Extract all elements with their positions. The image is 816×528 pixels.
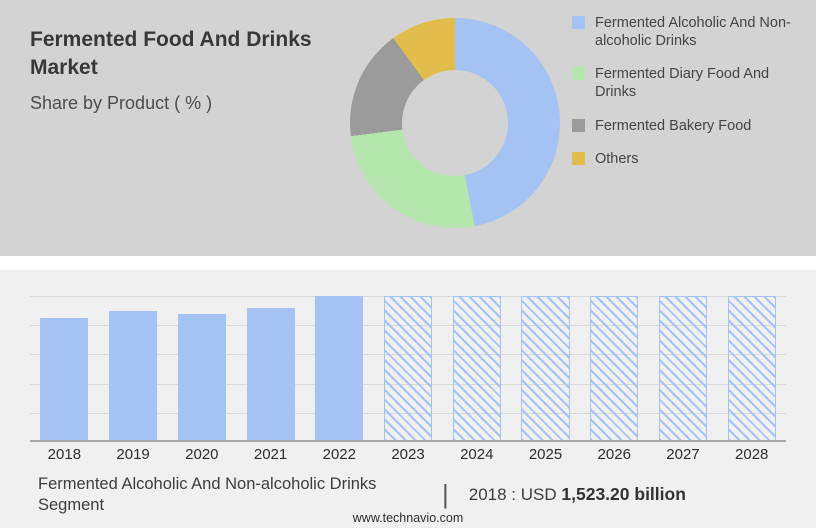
bar (315, 296, 364, 442)
bar-forecast (521, 296, 570, 442)
market-size-panel: 2018 2019 2020 2021 2022 2023 2024 2025 2026 2027… (0, 270, 816, 528)
bar (246, 307, 295, 442)
legend-label: Others (595, 150, 639, 167)
bar-column (580, 296, 649, 442)
website-url: www.technavio.com (352, 511, 464, 525)
legend-label: Fermented Alcoholic And Non-alcoholic Dr… (595, 15, 791, 50)
x-tick-label: 2026 (597, 446, 631, 463)
x-axis-labels: 2018 2019 2020 2021 2022 2023 2024 2025 2026 2027… (30, 446, 786, 463)
x-tick-label: 2027 (666, 446, 700, 463)
x-tick-label: 2023 (391, 446, 425, 463)
caption-separator: | (442, 479, 449, 510)
market-value-amount: 1,523.20 billion (561, 484, 686, 505)
x-tick-label: 2020 (185, 446, 219, 463)
legend-label: Fermented Diary Food And Drinks (595, 66, 770, 101)
legend-swatch (572, 151, 585, 165)
market-value-prefix: 2018 : USD (468, 485, 557, 505)
bar-column (236, 296, 305, 442)
bar-column (99, 296, 168, 442)
bar-forecast (383, 296, 433, 442)
legend-swatch (572, 118, 585, 132)
legend-item: Fermented Bakery Food (572, 117, 808, 135)
bar-column (305, 296, 374, 442)
bar-column (717, 296, 786, 442)
bar-column (649, 296, 718, 442)
legend-swatch (572, 67, 585, 81)
section-divider (0, 256, 816, 270)
bar-forecast (590, 296, 639, 442)
x-tick-label: 2028 (735, 446, 769, 463)
x-tick-label: 2018 (47, 446, 82, 463)
x-tick-label: 2019 (116, 446, 150, 463)
x-tick-label: 2024 (460, 446, 494, 463)
page-title: Fermented Food And Drinks Market (30, 28, 312, 80)
x-tick-label: 2021 (253, 446, 288, 463)
share-by-product-panel: Fermented Food And Drinks Market Share b… (0, 0, 816, 256)
legend-item: Fermented Diary Food And Drinks (572, 65, 808, 101)
title-block: Fermented Food And Drinks Market Share b… (30, 26, 342, 115)
legend-item: Others (572, 150, 808, 168)
bar-forecast (658, 296, 708, 442)
bar (177, 313, 226, 442)
bar-chart (30, 296, 786, 442)
market-value: 2018 : USD 1,523.20 billion (469, 484, 686, 505)
bars (30, 296, 786, 442)
bar-column (511, 296, 580, 442)
legend-label: Fermented Bakery Food (595, 117, 752, 134)
bar-column (167, 296, 236, 442)
legend-item: Fermented Alcoholic And Non-alcoholic Dr… (572, 14, 808, 50)
bar-forecast (727, 296, 776, 442)
x-axis-line (30, 440, 786, 442)
donut-hole (402, 70, 508, 176)
bar-column (30, 296, 99, 442)
bar (109, 310, 158, 442)
bar-column (374, 296, 443, 442)
donut-chart-wrap (350, 18, 560, 228)
x-tick-label: 2025 (528, 446, 563, 463)
segment-label: Fermented Alcoholic And Non-alcoholic Dr… (38, 475, 377, 514)
legend: Fermented Alcoholic And Non-alcoholic Dr… (572, 14, 808, 168)
legend-swatch (572, 16, 585, 29)
bar-column (442, 296, 511, 442)
bar-forecast (452, 296, 501, 442)
x-tick-label: 2022 (322, 446, 356, 463)
bar (40, 317, 89, 442)
caption-row: Fermented Alcoholic And Non-alcoholic Dr… (38, 474, 778, 515)
page-subtitle: Share by Product ( % ) (30, 92, 213, 113)
